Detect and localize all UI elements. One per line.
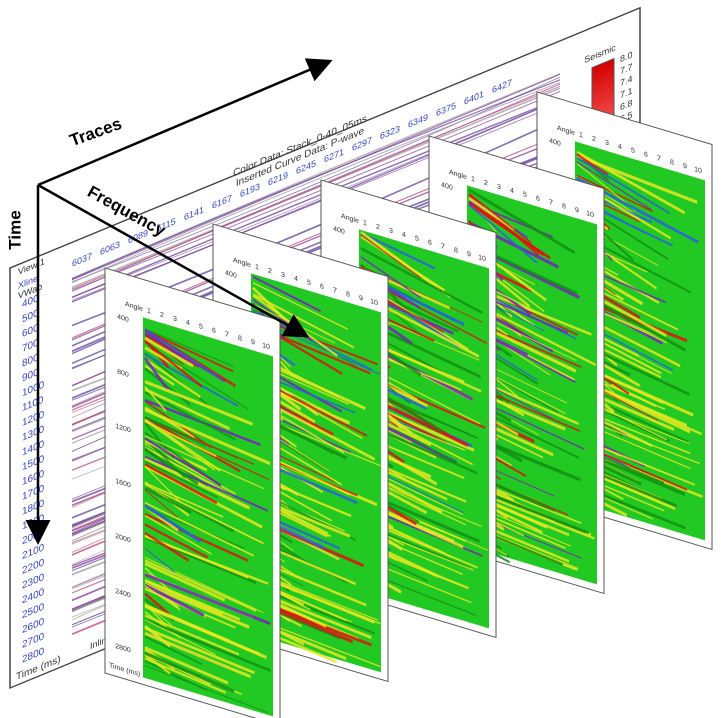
frequency-tick-label: 9 [575, 206, 579, 215]
frequency-tick-label: 1 [255, 263, 259, 272]
frequency-tick-label: 4 [186, 318, 190, 327]
frequency-tick-label: 5 [523, 190, 527, 199]
frequency-tick-label: 3 [281, 270, 285, 279]
frequency-tick-label: 1 [471, 175, 475, 184]
frequency-tick-label: 6 [320, 282, 324, 291]
frequency-tick-label: 3 [389, 226, 393, 235]
frequency-tick-label: 8 [454, 246, 458, 255]
frequency-tick-label: 7 [549, 198, 553, 207]
frequency-tick-label: 1 [579, 131, 583, 140]
frequency-tick-label: 6 [644, 150, 648, 159]
frequency-tick-label: 7 [657, 154, 661, 163]
frequency-tick-label: 8 [562, 202, 566, 211]
frequency-tick-label: 3 [497, 182, 501, 191]
frequency-tick-label: 5 [415, 234, 419, 243]
frequency-tick-label: 7 [333, 286, 337, 295]
traces-label: Traces [67, 114, 124, 150]
frequency-tick-label: 2 [592, 134, 596, 143]
frequency-tick-label: 2 [376, 222, 380, 231]
frequency-tick-label: 9 [251, 338, 255, 347]
frequency-tick-label: 5 [199, 322, 203, 331]
frequency-tick-label: 2 [484, 178, 488, 187]
frequency-tick-label: 8 [346, 290, 350, 299]
frequency-tick-label: 4 [402, 230, 406, 239]
frequency-tick-label: 1 [147, 307, 151, 316]
frequency-tick-label: 7 [441, 242, 445, 251]
frequency-tick-label: 2 [160, 310, 164, 319]
time-label: Time [5, 210, 24, 249]
frequency-tick-label: 6 [428, 238, 432, 247]
frequency-tick-label: 4 [510, 186, 514, 195]
frequency-tick-label: 4 [294, 274, 298, 283]
frequency-tick-label: 2 [268, 266, 272, 275]
frequency-tick-label: 4 [618, 142, 622, 151]
frequency-tick-label: 6 [212, 326, 216, 335]
frequency-tick-label: 5 [307, 278, 311, 287]
frequency-tick-label: 7 [225, 330, 229, 339]
frequency-tick-label: 9 [359, 294, 363, 303]
frequency-tick-label: 1 [363, 219, 367, 228]
frequency-tick-label: 3 [173, 314, 177, 323]
figure: View 1XlineVWapColor Data: Stack_0-40_05… [0, 0, 721, 718]
frequency-tick-label: 8 [670, 158, 674, 167]
frequency-tick-label: 9 [467, 250, 471, 259]
frequency-tick-label: 9 [683, 162, 687, 171]
frequency-tick-label: 6 [536, 194, 540, 203]
frequency-tick-label: 5 [631, 146, 635, 155]
frequency-tick-label: 3 [605, 138, 609, 147]
frequency-tick-label: 8 [238, 334, 242, 343]
